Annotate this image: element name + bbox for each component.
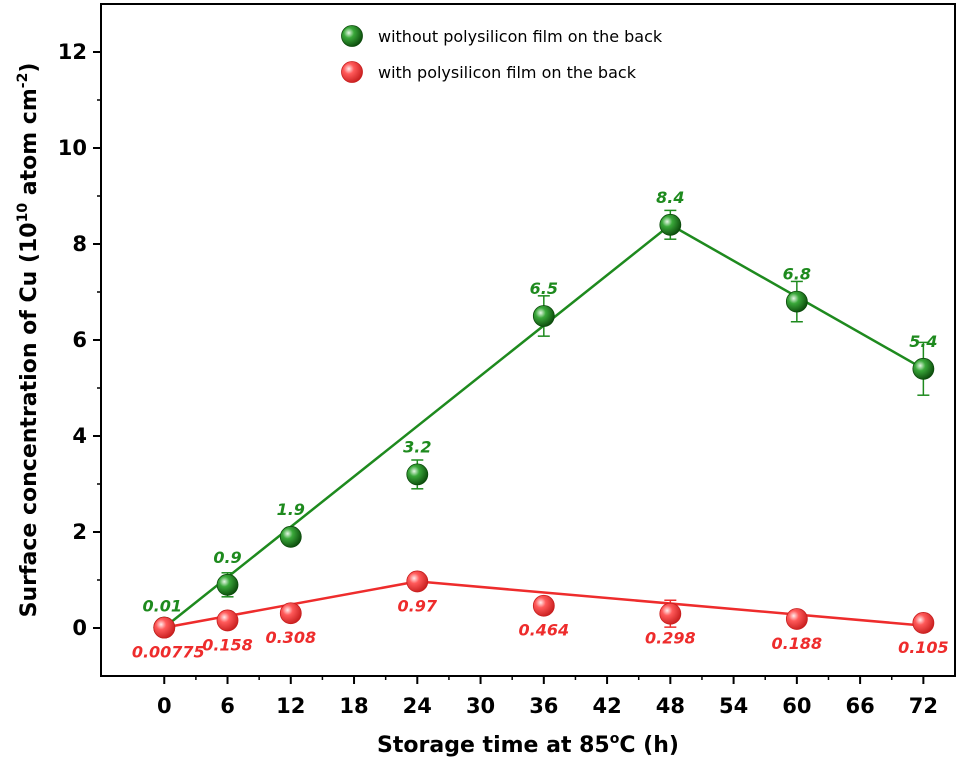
x-tick-label-36: 36: [529, 694, 558, 718]
data-label-without-film: 0.9: [213, 548, 241, 567]
legend-marker-without-film: [341, 25, 363, 47]
data-point-with-film: [912, 612, 935, 634]
data-label-with-film: 0.00775: [132, 643, 205, 662]
data-point-with-film: [659, 602, 682, 625]
data-label-without-film: 0.01: [143, 597, 182, 616]
data-point-with-film: [406, 570, 429, 593]
y-tick-label-4: 4: [72, 424, 87, 448]
data-label-without-film: 8.4: [656, 188, 684, 207]
data-point-with-film: [785, 608, 808, 630]
data-label-without-film: 3.2: [403, 437, 431, 456]
data-label-with-film: 0.97: [398, 596, 438, 615]
x-tick-label-6: 6: [220, 694, 235, 718]
x-tick-label-18: 18: [339, 694, 368, 718]
y-axis-title: Surface concentration of Cu (1010 atom c…: [15, 63, 42, 618]
x-tick-label-42: 42: [592, 694, 621, 718]
x-tick-label-12: 12: [276, 694, 305, 718]
x-tick-label-54: 54: [719, 694, 748, 718]
x-tick-label-0: 0: [157, 694, 172, 718]
y-tick-label-6: 6: [72, 328, 87, 352]
y-tick-label-8: 8: [72, 232, 87, 256]
data-point-without-film: [659, 213, 682, 236]
data-label-with-film: 0.105: [898, 638, 949, 657]
legend-label-without-film: without polysilicon film on the back: [378, 27, 663, 46]
y-tick-label-2: 2: [72, 520, 87, 544]
data-point-without-film: [279, 525, 302, 548]
data-label-without-film: 5.4: [909, 332, 937, 351]
x-tick-label-60: 60: [782, 694, 811, 718]
x-tick-label-72: 72: [909, 694, 938, 718]
data-label-with-film: 0.188: [772, 634, 823, 653]
x-tick-label-30: 30: [466, 694, 495, 718]
legend: without polysilicon film on the back with…: [341, 25, 663, 83]
y-tick-label-10: 10: [58, 136, 87, 160]
data-point-without-film: [532, 305, 555, 327]
data-label-with-film: 0.158: [202, 635, 253, 654]
data-label-without-film: 6.5: [530, 279, 558, 298]
data-label-with-film: 0.298: [645, 629, 696, 648]
x-tick-label-48: 48: [656, 694, 685, 718]
legend-marker-with-film: [341, 61, 363, 83]
data-label-without-film: 6.8: [783, 265, 811, 284]
data-label-with-film: 0.464: [519, 621, 570, 640]
data-point-without-film: [216, 573, 239, 596]
x-axis-title: Storage time at 85oC (h): [377, 731, 679, 758]
data-point-with-film: [532, 594, 555, 617]
data-point-without-film: [785, 290, 808, 313]
legend-label-with-film: with polysilicon film on the back: [378, 63, 637, 82]
x-tick-label-66: 66: [845, 694, 874, 718]
data-label-with-film: 0.308: [265, 628, 316, 647]
data-point-with-film: [279, 602, 302, 625]
y-tick-label-12: 12: [58, 40, 87, 64]
data-point-with-film: [153, 616, 176, 639]
x-tick-label-24: 24: [403, 694, 432, 718]
data-point-without-film: [912, 357, 935, 380]
y-tick-label-0: 0: [72, 616, 87, 640]
data-point-with-film: [216, 609, 239, 632]
data-label-without-film: 1.9: [277, 500, 305, 519]
data-points: [153, 209, 935, 639]
data-point-without-film: [406, 463, 429, 486]
